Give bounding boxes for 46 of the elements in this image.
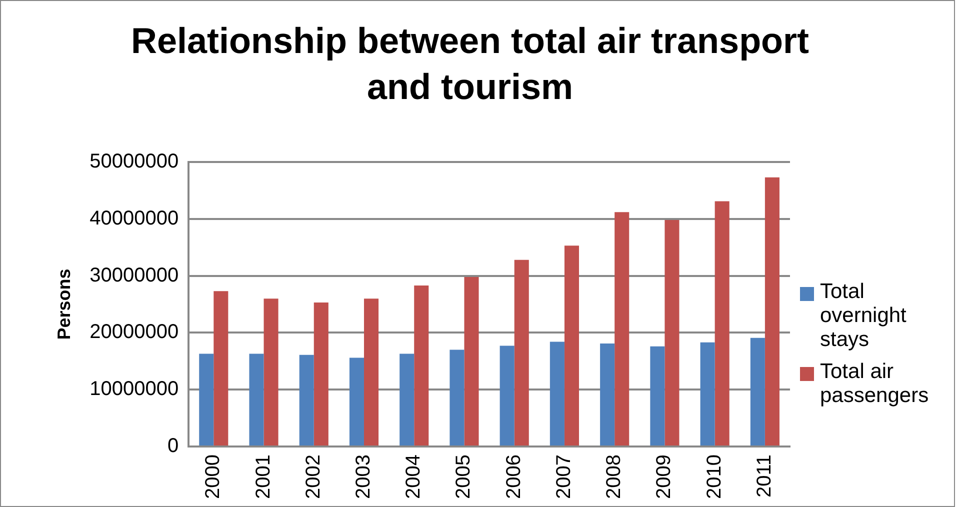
x-tick-label: 2010: [703, 454, 726, 500]
bar: [400, 354, 414, 446]
bar: [550, 342, 564, 446]
bar: [750, 338, 765, 446]
x-tick-label: 2011: [753, 454, 776, 498]
y-axis-title: Persons: [54, 268, 74, 340]
chart-title: Relationship between total air transport and tourism: [130, 19, 810, 109]
legend-label: Total air passengers: [820, 360, 930, 408]
bar: [764, 177, 780, 446]
bar: [700, 342, 715, 446]
y-tick-label: 0: [167, 435, 179, 458]
legend-label: Total overnight stays: [820, 280, 908, 352]
bar: [650, 346, 665, 446]
x-tick-label: 2006: [502, 454, 525, 500]
bar: [464, 276, 479, 446]
bar: [664, 220, 680, 446]
y-tick-label: 50000000: [90, 150, 179, 173]
bar: [614, 212, 630, 446]
y-tick-label: 20000000: [90, 321, 179, 344]
bar: [314, 302, 328, 446]
bar: [414, 285, 429, 446]
x-tick-label: 2009: [653, 454, 676, 500]
x-tick-label: 2003: [352, 454, 375, 500]
x-tick-label: 2002: [302, 454, 324, 500]
x-tick-label: 2005: [452, 454, 475, 500]
bar: [500, 346, 514, 446]
x-tick-label: 2008: [603, 454, 626, 500]
bar: [349, 358, 364, 446]
bar: [600, 344, 615, 446]
y-tick-label: 40000000: [90, 207, 179, 230]
x-tick-label: 2001: [252, 454, 274, 500]
bar: [249, 354, 264, 446]
bar: [264, 298, 278, 446]
bar: [364, 298, 379, 446]
bar: [199, 354, 214, 446]
x-tick-label: 2007: [552, 454, 575, 500]
bar: [214, 291, 228, 446]
bar: [450, 350, 464, 446]
y-tick-label: 30000000: [90, 264, 179, 286]
bar: [514, 260, 529, 446]
bar: [564, 246, 580, 446]
y-tick-label: 10000000: [90, 378, 179, 400]
bar: [714, 201, 730, 446]
x-tick-label: 2004: [402, 454, 425, 500]
x-tick-label: 2000: [202, 454, 224, 500]
bar: [299, 354, 314, 446]
